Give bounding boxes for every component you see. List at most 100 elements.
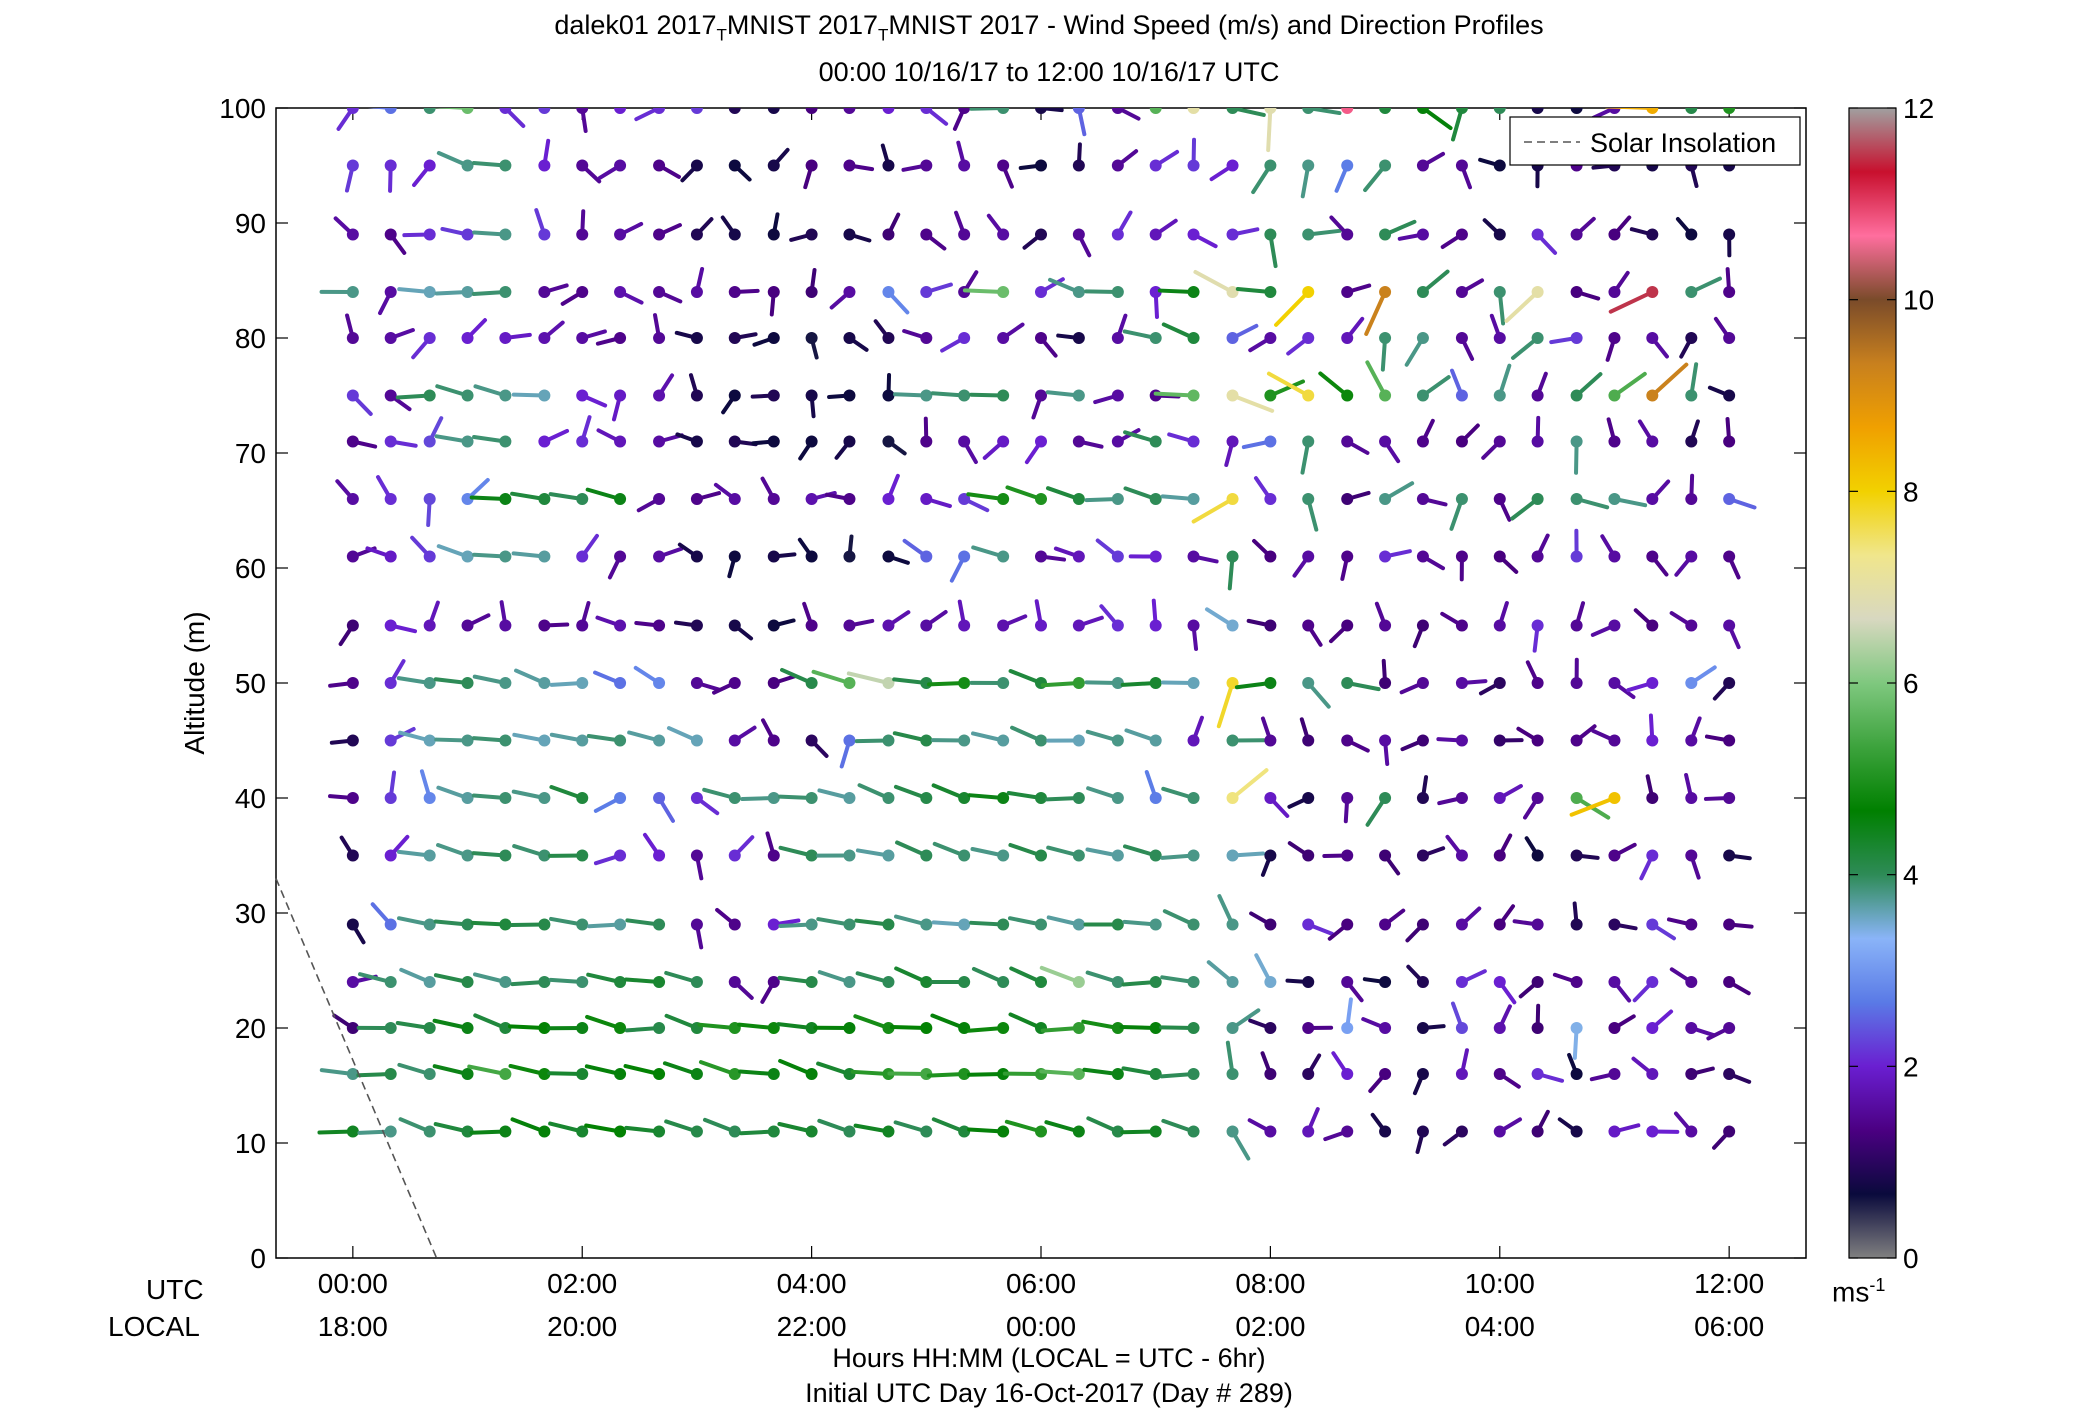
wind-barb-dot [1187, 159, 1200, 172]
wind-barb-dot [958, 550, 971, 563]
wind-barb-dot [1302, 619, 1315, 632]
wind-barb-dot [1608, 976, 1621, 988]
wind-barb-dot [538, 389, 551, 402]
wind-barb-dot [1493, 286, 1506, 298]
wind-barb-dot [1685, 918, 1698, 931]
wind-barb-dot [1226, 918, 1239, 931]
wind-barb-dot [461, 976, 474, 988]
wind-barb-dot [1226, 550, 1239, 563]
wind-barb-dot [614, 228, 627, 241]
wind-barb-dot [1646, 1125, 1659, 1138]
wind-barb-dot [538, 435, 551, 448]
wind-barb-dot [1341, 389, 1354, 402]
wind-barb-dot [882, 1125, 895, 1138]
colorbar-tick-label: 8 [1903, 476, 1919, 507]
wind-barb-dot [843, 1125, 856, 1138]
wind-barb-dot [767, 108, 780, 114]
wind-barb-dot [1264, 286, 1277, 298]
wind-barb-stick [1191, 497, 1235, 524]
wind-barb-dot [958, 228, 971, 241]
wind-barb-dot [1416, 389, 1429, 402]
wind-barb-dot [1493, 493, 1506, 505]
wind-barb-dot [499, 286, 512, 298]
wind-barb-dot [1149, 792, 1162, 804]
wind-barb-dot [1570, 493, 1583, 505]
wind-barb-dot [538, 286, 551, 298]
wind-barb-dot [576, 677, 589, 689]
wind-barb-dot [1723, 228, 1736, 241]
wind-barb-dot [1685, 286, 1698, 298]
wind-barb-dot [1685, 1022, 1698, 1034]
colorbar-tick-label: 6 [1903, 668, 1919, 699]
wind-barb-dot [1187, 792, 1200, 804]
wind-barb-dot [767, 1068, 780, 1080]
wind-barb-dot [767, 619, 780, 632]
wind-barb-dot [1341, 619, 1354, 632]
wind-barb-dot [423, 493, 436, 505]
wind-barb-dot [1531, 976, 1544, 988]
wind-barb-dot [1531, 286, 1544, 298]
wind-barb-dot [805, 435, 818, 448]
wind-barb-dot [1493, 550, 1506, 563]
wind-barb-dot [728, 918, 741, 931]
wind-barb-dot [1187, 228, 1200, 241]
wind-barb-stick [1686, 108, 1694, 110]
wind-barb-dot [1416, 228, 1429, 241]
wind-barb-dot [614, 493, 627, 505]
wind-barb-dot [1531, 918, 1544, 931]
wind-barbs [317, 108, 1757, 1161]
wind-barb-dot [423, 734, 436, 747]
wind-barb-dot [767, 976, 780, 988]
wind-barb-dot [1264, 792, 1277, 804]
wind-barb-dot [1493, 918, 1506, 931]
wind-barb-dot [1341, 286, 1354, 298]
wind-barb-dot [538, 792, 551, 804]
wind-barb-dot [1035, 159, 1047, 172]
wind-barb-dot [1379, 1022, 1392, 1034]
wind-barb-dot [728, 389, 741, 402]
wind-barb-dot [1226, 389, 1239, 402]
wind-barb-dot [1111, 1068, 1124, 1080]
wind-barb-dot [767, 677, 780, 689]
wind-barb-dot [614, 792, 627, 804]
wind-barb-dot [346, 332, 359, 344]
wind-barb-dot [538, 677, 551, 689]
wind-barb-dot [1685, 108, 1698, 114]
wind-barb-dot [499, 550, 512, 563]
y-tick-label: 60 [235, 553, 266, 584]
y-tick-label: 80 [235, 323, 266, 354]
wind-barb-dot [576, 918, 589, 931]
wind-barb-dot [958, 1068, 971, 1080]
colorbar-unit-exp: -1 [1869, 1275, 1886, 1295]
wind-barb-dot [728, 228, 741, 241]
wind-barb-dot [384, 493, 397, 505]
title-sub-2: T [877, 25, 889, 45]
wind-barb-dot [997, 389, 1010, 402]
wind-barb-dot [843, 435, 856, 448]
wind-barb-dot [423, 550, 436, 563]
wind-barb-dot [728, 734, 741, 747]
wind-barb-dot [1379, 550, 1392, 563]
wind-barb-dot [1072, 435, 1085, 448]
wind-barb-dot [1493, 976, 1506, 988]
wind-barb-dot [1455, 389, 1468, 402]
wind-barb-dot [728, 435, 741, 448]
wind-barb-dot [461, 677, 474, 689]
wind-barb-dot [423, 976, 436, 988]
wind-barb-dot [1111, 734, 1124, 747]
wind-barb-dot [1646, 734, 1659, 747]
wind-barb-dot [1111, 435, 1124, 448]
wind-barb-dot [384, 228, 397, 241]
wind-barb-dot [1416, 286, 1429, 298]
wind-barb-dot [653, 108, 666, 114]
wind-barb-dot [1455, 849, 1468, 862]
wind-barb-dot [653, 849, 666, 862]
wind-barb-dot [1072, 332, 1085, 344]
wind-barb-dot [384, 918, 397, 931]
wind-barb-dot [1072, 792, 1085, 804]
wind-barb-dot [1416, 108, 1429, 114]
wind-barb-dot [767, 493, 780, 505]
wind-barb-dot [767, 1125, 780, 1138]
wind-barb-dot [1111, 332, 1124, 344]
